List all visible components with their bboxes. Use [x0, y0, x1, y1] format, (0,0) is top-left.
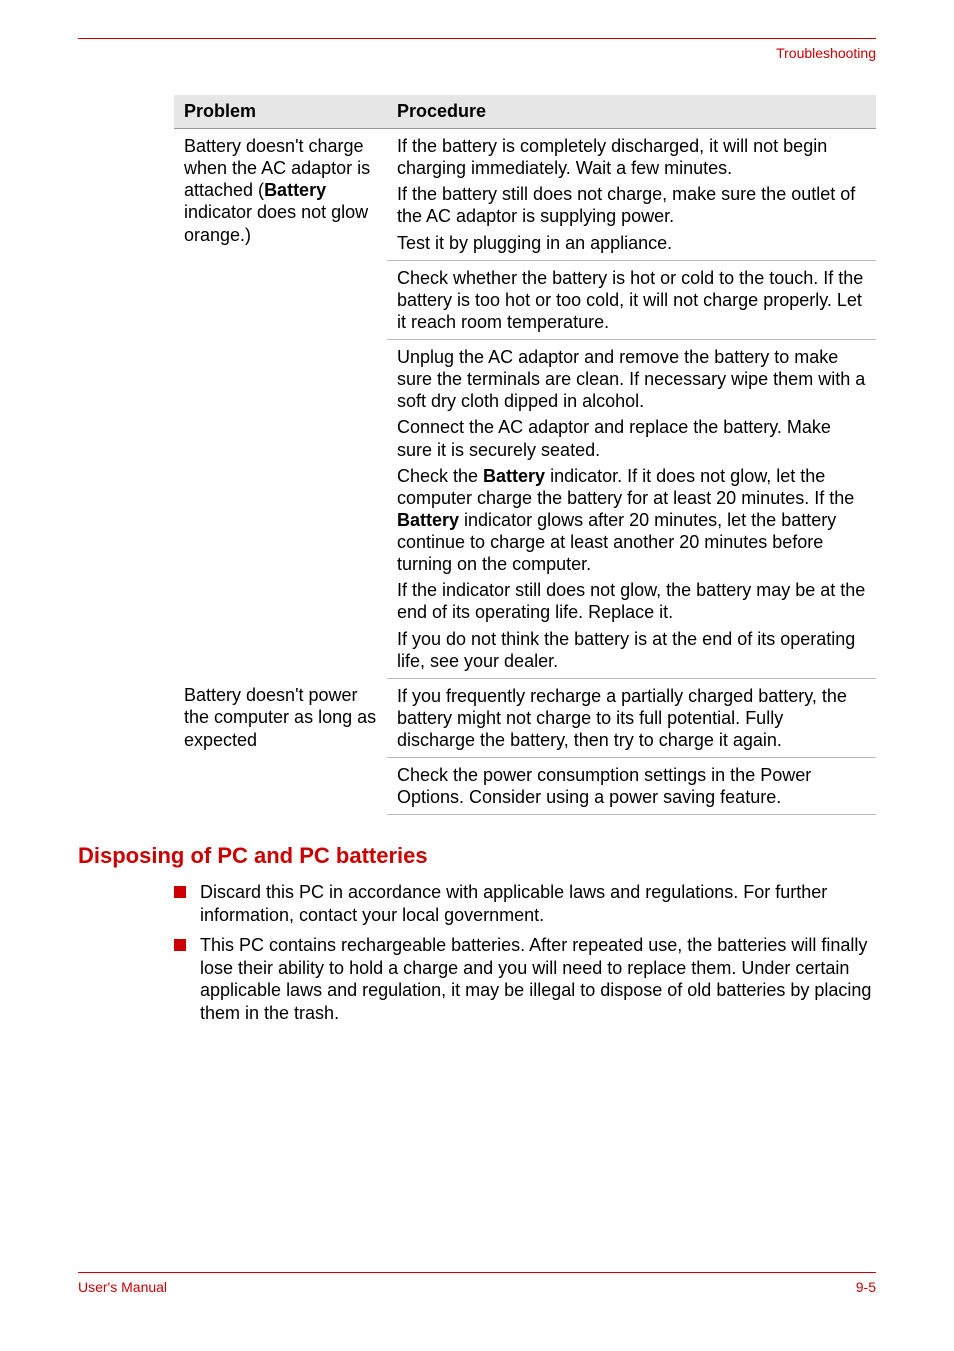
proc-bold: Battery	[397, 510, 459, 530]
procedure-cell: Check whether the battery is hot or cold…	[387, 260, 876, 339]
problem-cell-1: Battery doesn't charge when the AC adapt…	[174, 129, 387, 679]
procedure-cell: Unplug the AC adaptor and remove the bat…	[387, 340, 876, 679]
table-row: Battery doesn't power the computer as lo…	[174, 678, 876, 757]
bullet-text: This PC contains rechargeable batteries.…	[200, 934, 876, 1024]
footer-rule	[78, 1272, 876, 1273]
footer-right: 9-5	[856, 1279, 876, 1295]
procedure-text: If the indicator still does not glow, th…	[397, 579, 866, 623]
th-problem: Problem	[174, 95, 387, 129]
procedure-text: If the battery is completely discharged,…	[397, 135, 866, 179]
proc-span: indicator glows after 20 minutes, let th…	[397, 510, 836, 574]
procedure-text: Check the Battery indicator. If it does …	[397, 465, 866, 576]
page-footer: User's Manual 9-5	[78, 1272, 876, 1295]
header-rule	[78, 38, 876, 39]
procedure-cell: If you frequently recharge a partially c…	[387, 678, 876, 757]
problem-cell-2: Battery doesn't power the computer as lo…	[174, 678, 387, 815]
list-item: This PC contains rechargeable batteries.…	[174, 934, 876, 1024]
problem-text: indicator does not glow orange.)	[184, 202, 368, 244]
bullet-icon	[174, 939, 186, 951]
procedure-text: Check whether the battery is hot or cold…	[397, 267, 866, 333]
procedure-text: If the battery still does not charge, ma…	[397, 183, 866, 227]
procedure-text: Connect the AC adaptor and replace the b…	[397, 416, 866, 460]
procedure-text: Unplug the AC adaptor and remove the bat…	[397, 346, 866, 412]
procedure-text: If you do not think the battery is at th…	[397, 628, 866, 672]
troubleshooting-table-wrap: Problem Procedure Battery doesn't charge…	[174, 95, 876, 815]
bullet-icon	[174, 886, 186, 898]
list-item: Discard this PC in accordance with appli…	[174, 881, 876, 926]
footer-left: User's Manual	[78, 1279, 167, 1295]
proc-bold: Battery	[483, 466, 545, 486]
bullet-list: Discard this PC in accordance with appli…	[174, 881, 876, 1024]
procedure-cell: If the battery is completely discharged,…	[387, 129, 876, 261]
bullet-text: Discard this PC in accordance with appli…	[200, 881, 876, 926]
table-row: Battery doesn't charge when the AC adapt…	[174, 129, 876, 261]
header-title: Troubleshooting	[78, 45, 876, 61]
proc-span: Check the	[397, 466, 483, 486]
troubleshooting-table: Problem Procedure Battery doesn't charge…	[174, 95, 876, 815]
procedure-text: Test it by plugging in an appliance.	[397, 232, 866, 254]
th-procedure: Procedure	[387, 95, 876, 129]
section-heading: Disposing of PC and PC batteries	[78, 843, 876, 869]
procedure-cell: Check the power consumption settings in …	[387, 758, 876, 815]
problem-bold: Battery	[264, 180, 326, 200]
